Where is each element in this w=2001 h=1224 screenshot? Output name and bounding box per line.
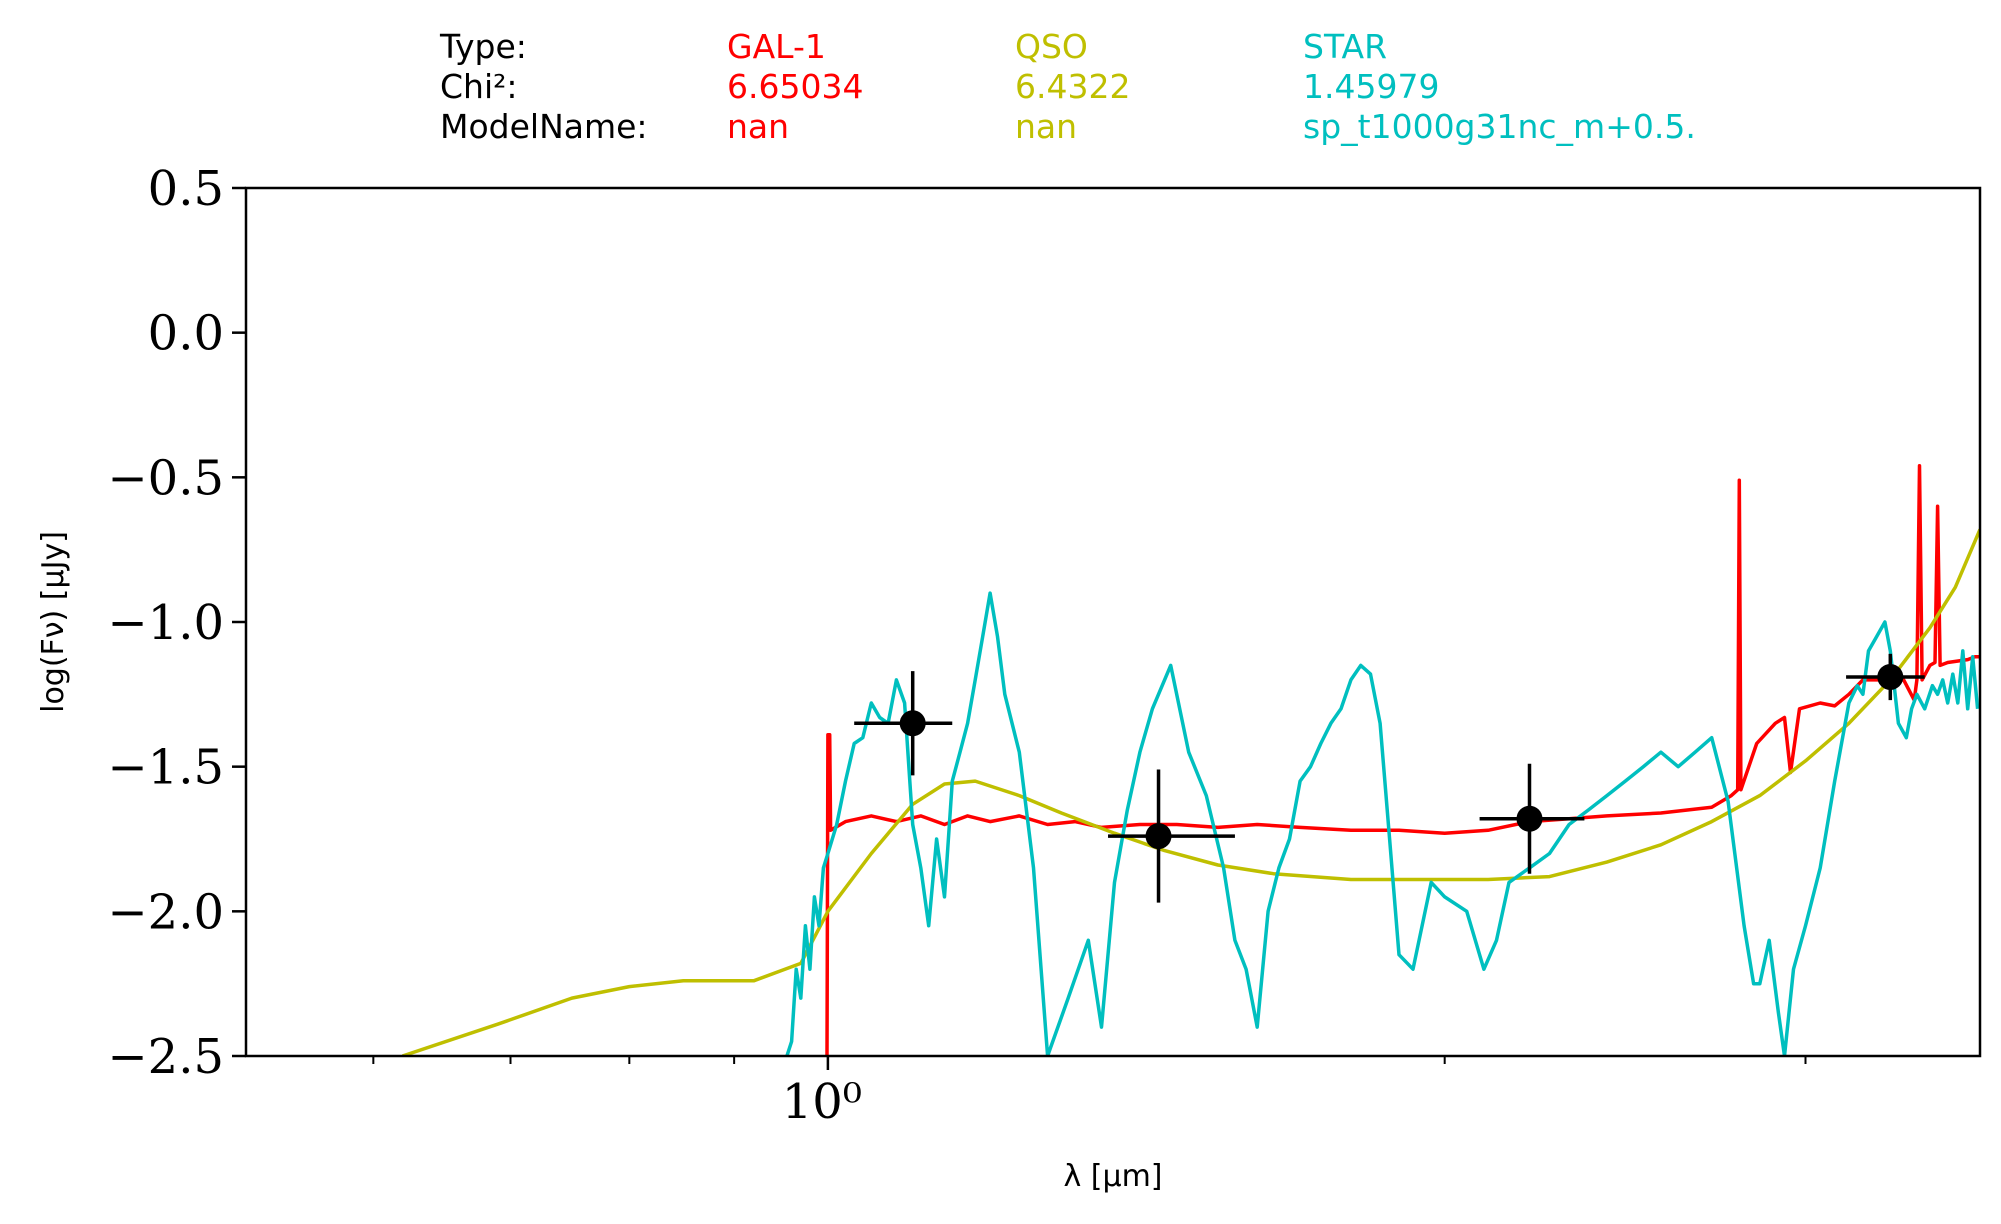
- series-line-gal-1: [825, 464, 1980, 1056]
- row-label-type: Type:: [439, 27, 527, 66]
- fit-summary-header: Type: Chi²: ModelName: GAL-1 6.65034 nan…: [439, 27, 1696, 146]
- data-points: [854, 653, 1925, 903]
- y-tick-label: −2.0: [107, 884, 224, 940]
- star-model: sp_t1000g31nc_m+0.5.: [1303, 107, 1696, 146]
- data-marker: [1877, 663, 1904, 690]
- series-line-star: [785, 591, 1980, 1056]
- plot-area: [401, 464, 1980, 1056]
- star-chi2: 1.45979: [1303, 67, 1439, 106]
- x-axis: 10⁰: [372, 1056, 1807, 1130]
- photometry-point: [1108, 769, 1235, 903]
- photometry-point: [854, 671, 953, 776]
- y-tick-label: −0.5: [107, 450, 224, 506]
- data-marker: [899, 710, 926, 737]
- qso-model: nan: [1015, 107, 1077, 146]
- photometry-point: [1846, 653, 1925, 701]
- row-label-modelname: ModelName:: [440, 107, 648, 146]
- y-axis: 0.5 0.0 −0.5 −1.0 −1.5 −2.0 −2.5: [107, 161, 246, 1085]
- y-tick-label: −1.0: [107, 595, 224, 651]
- series-line-qso: [401, 528, 1980, 1056]
- photometry-point: [1479, 763, 1585, 874]
- plot-frame: [244, 186, 1982, 1058]
- row-label-chi2: Chi²:: [440, 67, 517, 106]
- y-axis-label: log(Fν) [μJy]: [36, 531, 71, 713]
- gal1-type: GAL-1: [727, 27, 826, 66]
- y-tick-label: 0.5: [148, 161, 224, 217]
- y-tick-label: −1.5: [107, 740, 224, 796]
- gal1-chi2: 6.65034: [727, 67, 863, 106]
- gal1-model: nan: [727, 107, 789, 146]
- qso-chi2: 6.4322: [1015, 67, 1130, 106]
- data-marker: [1145, 823, 1172, 850]
- y-tick-label: −2.5: [107, 1029, 224, 1085]
- x-tick-label: 10⁰: [782, 1074, 862, 1130]
- qso-type: QSO: [1015, 27, 1088, 66]
- y-tick-label: 0.0: [148, 306, 224, 362]
- data-marker: [1516, 805, 1543, 832]
- star-type: STAR: [1303, 27, 1387, 66]
- x-axis-label: λ [μm]: [1063, 1159, 1162, 1194]
